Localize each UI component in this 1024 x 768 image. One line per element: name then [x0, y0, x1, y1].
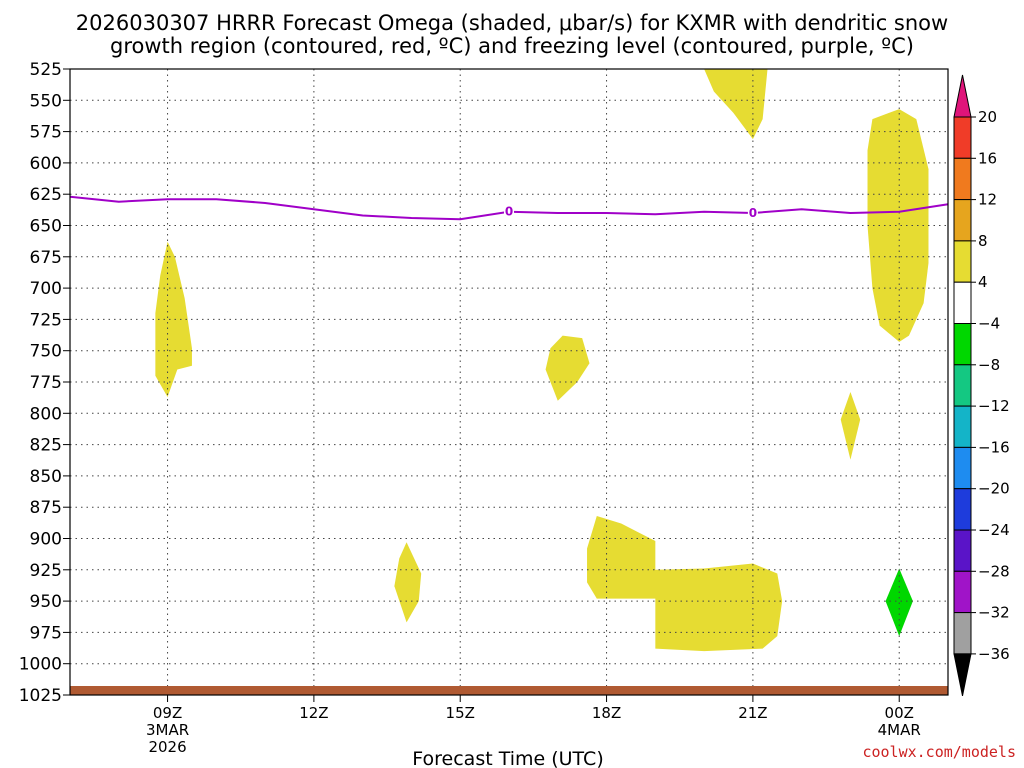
omega-region-0	[155, 241, 192, 398]
colorbar-label-3: 8	[978, 232, 988, 250]
colorbar-label-2: 12	[978, 191, 997, 209]
colorbar-cell-1	[953, 116, 972, 159]
y-tick-label-675: 675	[30, 248, 62, 268]
chart-title-line-2: growth region (contoured, red, ºC) and f…	[110, 34, 914, 58]
x-tick-label-00Z-2: 4MAR	[878, 721, 921, 739]
freezing-level-label-0: 0	[505, 205, 513, 219]
colorbar-cell-6	[953, 323, 972, 366]
colorbar-cell-7	[953, 364, 972, 407]
freezing-level-label-bg-0	[504, 203, 514, 218]
y-tick-label-750: 750	[30, 342, 62, 362]
colorbar-cell-10	[953, 488, 972, 531]
colorbar-label-1: 16	[978, 149, 997, 167]
y-tick-label-525: 525	[30, 60, 62, 80]
x-axis-label: Forecast Time (UTC)	[412, 748, 603, 768]
colorbar-label-8: −16	[978, 438, 1010, 456]
colorbar-label-5: −4	[978, 315, 1000, 333]
y-tick-label-900: 900	[30, 530, 62, 550]
y-tick-label-950: 950	[30, 592, 62, 612]
y-tick-label-1025: 1025	[19, 686, 62, 706]
colorbar-label-11: −28	[978, 562, 1010, 580]
y-tick-label-925: 925	[30, 561, 62, 581]
freezing-level-label-1: 0	[749, 206, 757, 220]
colorbar-cell-3	[953, 199, 972, 242]
y-tick-label-975: 975	[30, 623, 62, 643]
x-tick-label-21Z-1: 21Z	[738, 704, 767, 722]
omega-region-3	[545, 335, 590, 401]
x-tick-label-09Z-1: 09Z	[153, 704, 182, 722]
colorbar-cell-8	[953, 405, 972, 448]
y-tick-label-800: 800	[30, 404, 62, 424]
y-tick-label-650: 650	[30, 217, 62, 237]
chart-title-line-1: 2026030307 HRRR Forecast Omega (shaded, …	[76, 11, 948, 35]
y-tick-label-825: 825	[30, 436, 62, 456]
surface-band	[70, 686, 948, 695]
omega-region-1	[704, 69, 768, 140]
omega-region-6	[587, 515, 783, 652]
y-tick-label-725: 725	[30, 310, 62, 330]
x-tick-label-09Z-2: 3MAR	[146, 721, 189, 739]
colorbar-cell-5	[953, 281, 972, 325]
colorbar-cell-11	[953, 529, 972, 572]
y-tick-label-700: 700	[30, 279, 62, 299]
omega-region-7	[885, 568, 913, 637]
colorbar-cell-2	[953, 157, 972, 201]
colorbar-cell-12	[953, 570, 972, 614]
y-tick-label-575: 575	[30, 123, 62, 143]
y-tick-label-875: 875	[30, 498, 62, 518]
colorbar-label-13: −36	[978, 645, 1010, 663]
colorbar-cell-9	[953, 446, 972, 490]
plot-area: 0 0 525 550 575 600 625 650 675 700 725 750 775 800 82…	[19, 60, 949, 756]
colorbar-label-12: −32	[978, 604, 1010, 622]
y-tick-label-1000: 1000	[19, 655, 62, 675]
plot-frame	[69, 68, 949, 696]
freezing-level-label-bg-1	[747, 204, 758, 219]
y-tick-label-850: 850	[30, 467, 62, 487]
omega-region-5	[394, 542, 422, 623]
x-tick-label-18Z-1: 18Z	[592, 704, 621, 722]
colorbar-cell-4	[953, 240, 972, 283]
x-tick-label-15Z-1: 15Z	[446, 704, 475, 722]
colorbar-label-0: 20	[978, 108, 997, 126]
omega-region-4	[840, 392, 861, 460]
colorbar-label-10: −24	[978, 521, 1010, 539]
colorbar-label-6: −8	[978, 356, 1000, 374]
x-tick-label-09Z-3: 2026	[148, 738, 186, 756]
colorbar: 20 16 12 8 4 −4 −8 −12 −16 −20 −24 −28 −32 −36	[953, 74, 1010, 696]
colorbar-label-7: −12	[978, 397, 1010, 415]
y-tick-label-600: 600	[30, 154, 62, 174]
y-tick-label-625: 625	[30, 185, 62, 205]
omega-region-2	[867, 109, 929, 342]
y-tick-label-550: 550	[30, 91, 62, 111]
colorbar-cell-13	[953, 612, 972, 655]
colorbar-cap-bottom	[953, 653, 972, 696]
colorbar-label-4: 4	[978, 273, 988, 291]
y-tick-label-775: 775	[30, 373, 62, 393]
x-tick-label-12Z-1: 12Z	[299, 704, 328, 722]
colorbar-cap-top	[953, 74, 972, 118]
colorbar-label-9: −20	[978, 480, 1010, 498]
x-tick-label-00Z-1: 00Z	[885, 704, 914, 722]
credit-text: coolwx.com/models	[862, 743, 1016, 761]
